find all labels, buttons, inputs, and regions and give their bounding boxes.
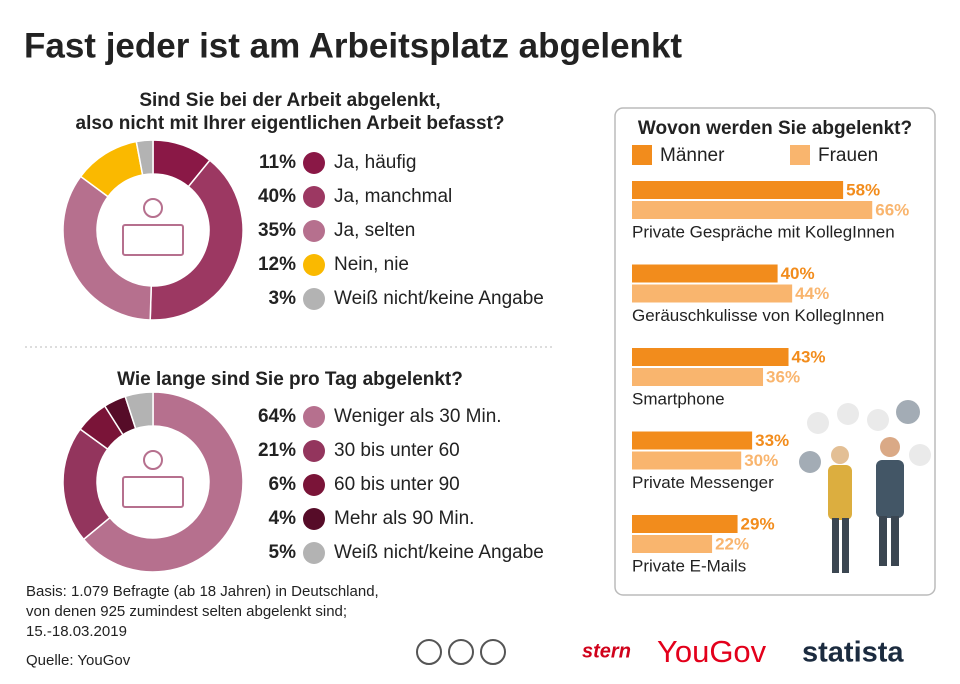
donut-slice xyxy=(82,391,244,573)
bar xyxy=(632,431,753,450)
bar xyxy=(632,348,789,366)
logo-yougov: YouGov xyxy=(657,634,767,669)
value-label: 43% xyxy=(792,347,826,366)
chart-title: Sind Sie bei der Arbeit abgelenkt, xyxy=(139,90,440,111)
legend-label: Mehr als 90 Min. xyxy=(334,508,474,529)
center-icon xyxy=(122,198,184,256)
value-label: 33% xyxy=(755,431,789,450)
legend-swatch xyxy=(632,145,652,165)
legend-label: Ja, selten xyxy=(334,220,415,241)
legend-label: Weniger als 30 Min. xyxy=(334,406,502,427)
category-label: Private Messenger xyxy=(632,473,774,492)
value-label: 4% xyxy=(269,508,297,529)
bar xyxy=(632,535,713,553)
donut-slice xyxy=(149,159,244,321)
value-label: 35% xyxy=(258,220,296,241)
value-label: 6% xyxy=(269,474,297,495)
legend-swatch xyxy=(303,440,325,462)
legend-label: 30 bis unter 60 xyxy=(334,440,460,461)
source: Quelle: YouGov xyxy=(26,652,131,669)
value-label: 5% xyxy=(269,542,297,563)
value-label: 40% xyxy=(781,264,815,283)
value-label: 12% xyxy=(258,254,296,275)
bar xyxy=(632,201,873,219)
chart-title: Wie lange sind Sie pro Tag abgelenkt? xyxy=(117,369,463,390)
bar xyxy=(632,515,738,533)
donut-slice xyxy=(124,391,154,430)
donut-slice xyxy=(135,139,154,176)
legend-swatch xyxy=(303,152,325,174)
value-label: 30% xyxy=(744,451,778,470)
value-label: 40% xyxy=(258,186,296,207)
bar xyxy=(632,284,793,303)
note: Basis: 1.079 Befragte (ab 18 Jahren) in … xyxy=(26,583,379,600)
legend-swatch xyxy=(303,254,325,276)
note: 15.-18.03.2019 xyxy=(26,623,127,640)
illustration xyxy=(799,400,931,573)
bar xyxy=(632,451,742,470)
logo-statista: statista xyxy=(802,637,904,669)
value-label: 29% xyxy=(741,514,775,533)
value-label: 66% xyxy=(875,200,909,219)
bar xyxy=(632,181,844,199)
legend-swatch xyxy=(303,220,325,242)
page-title: Fast jeder ist am Arbeitsplatz abgelenkt xyxy=(24,26,682,65)
license-icons xyxy=(416,639,506,665)
legend-swatch xyxy=(790,145,810,165)
icon-part xyxy=(143,198,163,218)
bar xyxy=(632,264,778,283)
category-label: Private E-Mails xyxy=(632,556,746,575)
value-label: 22% xyxy=(715,534,749,553)
legend-label: Frauen xyxy=(818,145,878,166)
icon-part xyxy=(143,450,163,470)
legend-swatch xyxy=(303,288,325,310)
legend-label: Weiß nicht/keine Angabe xyxy=(334,542,544,563)
legend-label: Ja, häufig xyxy=(334,152,416,173)
value-label: 21% xyxy=(258,440,296,461)
legend-swatch xyxy=(303,406,325,428)
value-label: 58% xyxy=(846,180,880,199)
logo-stern: stern xyxy=(582,640,631,662)
value-label: 11% xyxy=(259,152,296,173)
legend-swatch xyxy=(303,542,325,564)
category-label: Private Gespräche mit KollegInnen xyxy=(632,222,895,241)
legend-label: Nein, nie xyxy=(334,254,409,275)
value-label: 64% xyxy=(258,406,296,427)
category-label: Geräuschkulisse von KollegInnen xyxy=(632,306,884,325)
icon-part xyxy=(122,224,184,256)
donut-slice xyxy=(62,175,153,321)
legend-label: Männer xyxy=(660,145,725,166)
legend-label: Weiß nicht/keine Angabe xyxy=(334,288,544,309)
center-icon xyxy=(122,450,184,508)
value-label: 3% xyxy=(269,288,297,309)
legend-swatch xyxy=(303,508,325,530)
value-label: 44% xyxy=(795,284,829,303)
icon-part xyxy=(122,476,184,508)
legend-label: Ja, manchmal xyxy=(334,186,452,207)
category-label: Smartphone xyxy=(632,389,725,408)
bar xyxy=(632,368,764,386)
legend-swatch xyxy=(303,474,325,496)
chart-title: Wovon werden Sie abgelenkt? xyxy=(638,118,912,139)
value-label: 36% xyxy=(766,367,800,386)
chart-title: also nicht mit Ihrer eigentlichen Arbeit… xyxy=(76,113,505,134)
note: von denen 925 zumindest selten abgelenkt… xyxy=(26,603,347,620)
legend-label: 60 bis unter 90 xyxy=(334,474,460,495)
legend-swatch xyxy=(303,186,325,208)
